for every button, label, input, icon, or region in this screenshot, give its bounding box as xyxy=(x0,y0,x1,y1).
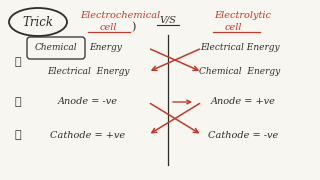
Text: Chemical: Chemical xyxy=(35,44,77,53)
Text: ③: ③ xyxy=(15,130,21,140)
Text: Chemical  Energy: Chemical Energy xyxy=(199,68,281,76)
Text: Cathode = +ve: Cathode = +ve xyxy=(51,130,125,140)
Text: Electrical Energy: Electrical Energy xyxy=(200,44,280,53)
Text: ①: ① xyxy=(15,57,21,67)
Text: cell: cell xyxy=(224,22,242,32)
Text: Anode = -ve: Anode = -ve xyxy=(58,98,118,107)
Text: Energy: Energy xyxy=(90,44,123,53)
Text: ②: ② xyxy=(15,97,21,107)
Text: ): ) xyxy=(131,22,135,32)
Text: Cathode = -ve: Cathode = -ve xyxy=(208,130,278,140)
Text: Trick: Trick xyxy=(22,15,53,28)
Text: Electrochemical: Electrochemical xyxy=(80,10,160,19)
Text: V/S: V/S xyxy=(160,15,176,24)
Text: cell: cell xyxy=(99,22,117,32)
Text: Anode = +ve: Anode = +ve xyxy=(211,98,276,107)
Text: Electrical  Energy: Electrical Energy xyxy=(47,68,129,76)
Text: Electrolytic: Electrolytic xyxy=(214,10,271,19)
